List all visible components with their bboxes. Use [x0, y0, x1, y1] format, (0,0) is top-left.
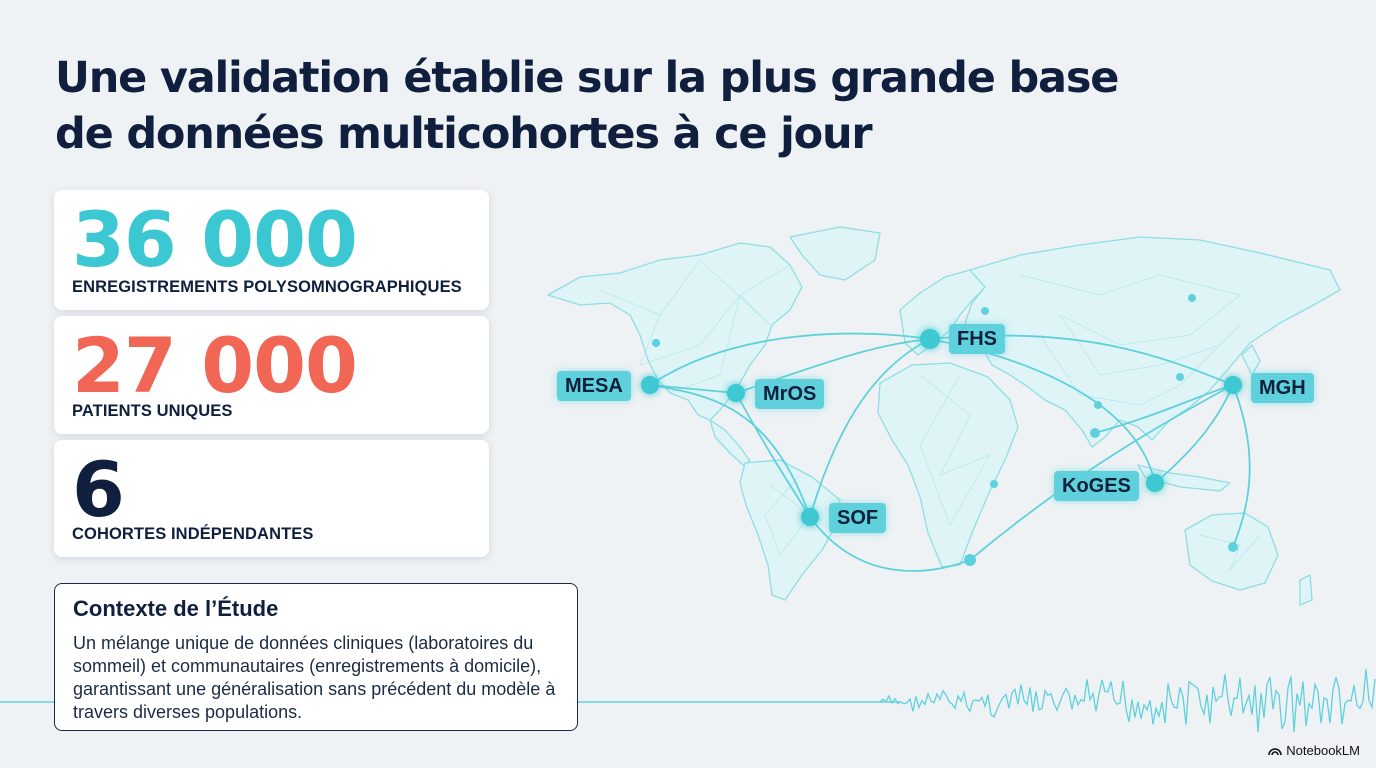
label-mros: MrOS [755, 379, 825, 409]
stat-value-recordings: 36 000 [72, 195, 358, 284]
stat-label-patients: PATIENTS UNIQUES [72, 402, 233, 420]
context-title: Contexte de l’Étude [73, 596, 279, 621]
stat-card-recordings: 36 000 ENREGISTREMENTS POLYSOMNOGRAPHIQU… [54, 190, 489, 310]
node-koges [1146, 474, 1164, 492]
notebooklm-brand: NotebookLM [1268, 743, 1360, 758]
node-sof [801, 508, 819, 526]
study-context-box: Contexte de l’Étude Un mélange unique de… [54, 583, 578, 731]
label-koges: KoGES [1054, 471, 1139, 501]
stat-value-patients: 27 000 [72, 321, 358, 410]
label-mgh: MGH [1251, 373, 1314, 403]
label-mesa: MESA [557, 371, 631, 401]
label-fhs: FHS [949, 324, 1005, 354]
title-line-1: Une validation établie sur la plus grand… [55, 53, 1119, 103]
stat-value-cohorts: 6 [72, 445, 125, 534]
page-title: Une validation établie sur la plus grand… [55, 50, 1205, 162]
stat-card-cohorts: 6 COHORTES INDÉPENDANTES [54, 440, 489, 557]
stat-label-recordings: ENREGISTREMENTS POLYSOMNOGRAPHIQUES [72, 278, 462, 296]
title-line-2: de données multicohortes à ce jour [55, 109, 873, 159]
stat-card-patients: 27 000 PATIENTS UNIQUES [54, 316, 489, 434]
node-fhs [920, 329, 940, 349]
brand-name: NotebookLM [1286, 743, 1360, 758]
stat-label-cohorts: COHORTES INDÉPENDANTES [72, 525, 314, 543]
label-sof: SOF [829, 503, 887, 533]
notebooklm-logo-icon [1268, 747, 1283, 755]
continents [547, 226, 1341, 606]
mesh-lines [599, 259, 1261, 571]
world-map [547, 226, 1341, 606]
node-mros [727, 384, 745, 402]
context-body: Un mélange unique de données cliniques (… [73, 633, 556, 722]
cohort-nodes [641, 329, 1242, 526]
node-mgh [1224, 376, 1242, 394]
minor-nodes [652, 294, 1238, 566]
node-mesa [641, 376, 659, 394]
